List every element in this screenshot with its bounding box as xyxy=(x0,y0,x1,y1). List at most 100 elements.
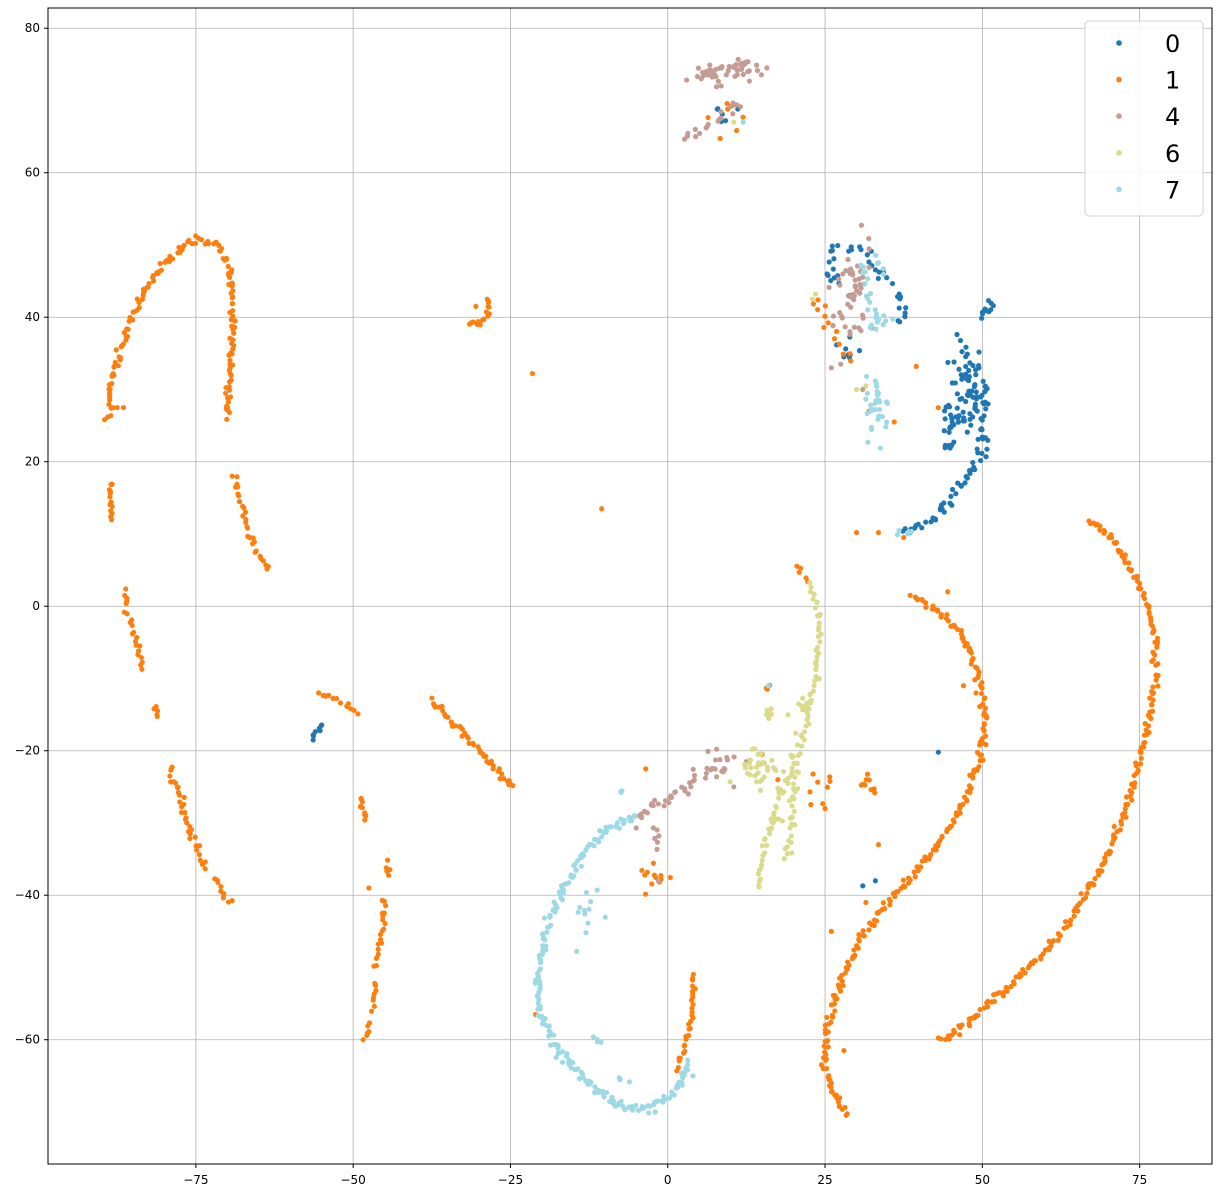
data-point xyxy=(970,414,976,420)
data-point xyxy=(1095,868,1101,874)
data-point xyxy=(968,422,974,428)
series-6 xyxy=(727,119,869,890)
data-point xyxy=(822,805,828,812)
data-point xyxy=(465,735,471,741)
data-point xyxy=(955,419,961,425)
data-point xyxy=(983,406,989,412)
data-point xyxy=(769,825,775,831)
data-point xyxy=(851,297,857,303)
data-point xyxy=(644,810,650,816)
data-point xyxy=(667,1095,673,1101)
data-point xyxy=(868,322,875,328)
data-point xyxy=(672,789,678,795)
data-point xyxy=(709,765,715,771)
data-point xyxy=(225,399,232,405)
data-point xyxy=(222,390,229,396)
data-point xyxy=(765,767,771,773)
data-point xyxy=(125,326,131,332)
data-point xyxy=(686,1026,692,1032)
data-point xyxy=(970,775,976,781)
data-point xyxy=(798,565,804,571)
data-point xyxy=(1154,644,1160,650)
data-point xyxy=(558,895,564,901)
data-point xyxy=(815,633,821,640)
data-point xyxy=(807,698,813,705)
data-point xyxy=(731,119,737,125)
data-point xyxy=(795,770,802,776)
data-point xyxy=(845,256,851,263)
data-point xyxy=(972,405,978,412)
data-point xyxy=(814,654,820,660)
data-point xyxy=(943,404,949,410)
data-point xyxy=(942,445,948,451)
data-point xyxy=(120,341,126,347)
data-point xyxy=(863,899,869,906)
data-point xyxy=(572,861,578,867)
data-point xyxy=(680,1050,687,1056)
data-point xyxy=(679,1079,685,1086)
data-point xyxy=(686,1021,692,1027)
data-point xyxy=(705,114,711,121)
data-point xyxy=(655,1098,661,1104)
data-point xyxy=(124,611,130,617)
data-point xyxy=(933,843,939,849)
data-point xyxy=(377,931,384,938)
data-point xyxy=(749,746,756,752)
data-point xyxy=(963,398,969,405)
data-point xyxy=(757,787,764,793)
data-point xyxy=(679,784,685,790)
data-point xyxy=(490,762,496,769)
data-point xyxy=(231,330,237,336)
data-point xyxy=(913,363,919,369)
data-point xyxy=(114,404,120,411)
data-point xyxy=(957,396,963,402)
data-point xyxy=(897,296,903,302)
data-point xyxy=(662,798,669,804)
data-point xyxy=(944,828,950,835)
data-point xyxy=(973,372,979,378)
data-point xyxy=(835,242,841,249)
data-point xyxy=(232,484,239,490)
data-point xyxy=(218,883,224,890)
data-point xyxy=(1137,580,1143,587)
data-point xyxy=(807,579,813,586)
y-tick-label: −20 xyxy=(15,744,40,758)
data-point xyxy=(1085,885,1091,891)
data-point xyxy=(966,374,972,380)
data-point xyxy=(616,1075,622,1081)
data-point xyxy=(652,797,658,803)
data-point xyxy=(983,308,990,314)
data-point xyxy=(951,359,957,365)
data-point xyxy=(123,600,129,607)
data-point xyxy=(863,373,870,380)
data-point xyxy=(722,766,728,772)
data-point xyxy=(728,103,734,109)
data-point xyxy=(585,920,591,926)
data-point xyxy=(768,711,775,717)
data-point xyxy=(825,320,831,326)
data-point xyxy=(192,834,198,840)
data-point xyxy=(146,280,152,287)
data-point xyxy=(979,450,985,456)
data-point xyxy=(952,380,958,386)
data-point xyxy=(496,766,502,772)
data-point xyxy=(1046,938,1052,944)
data-point xyxy=(1134,573,1140,580)
data-point xyxy=(375,946,381,952)
data-point xyxy=(810,596,816,602)
data-point xyxy=(852,277,858,283)
data-point xyxy=(816,620,822,626)
data-point xyxy=(848,247,855,253)
data-point xyxy=(897,319,903,325)
x-tick-label: −75 xyxy=(183,1173,208,1187)
data-point xyxy=(874,319,880,325)
data-point xyxy=(1080,896,1087,902)
data-point xyxy=(1118,549,1124,555)
data-point xyxy=(249,541,256,547)
data-point xyxy=(915,596,921,602)
data-point xyxy=(1123,814,1129,820)
legend-label: 0 xyxy=(1165,30,1180,58)
data-point xyxy=(866,246,872,252)
data-point xyxy=(689,1005,695,1011)
data-point xyxy=(168,767,174,773)
